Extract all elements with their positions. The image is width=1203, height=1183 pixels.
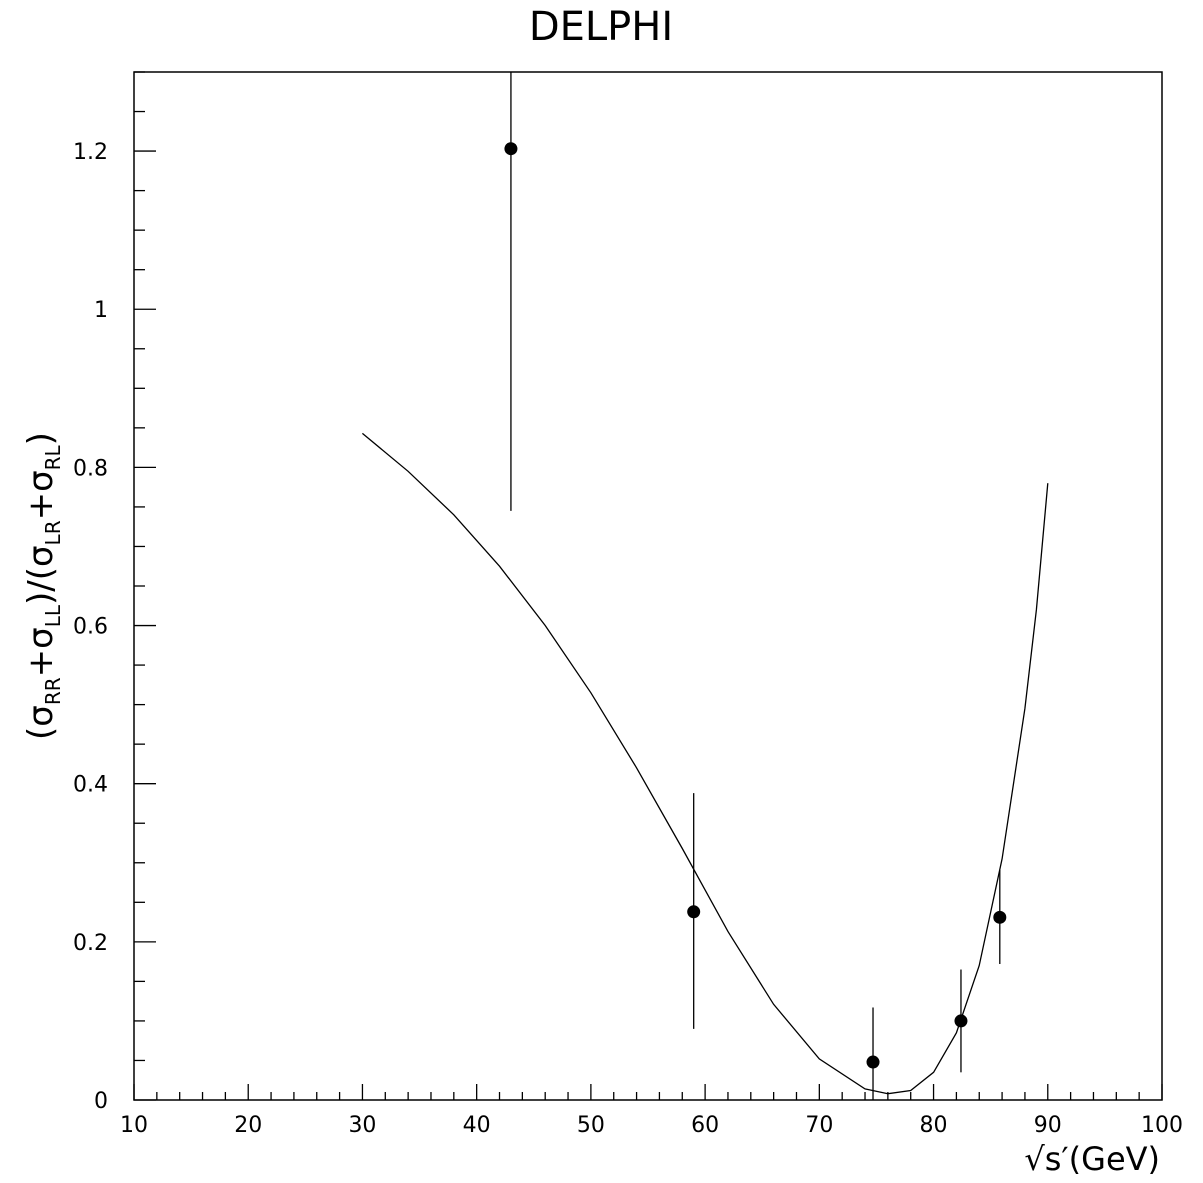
- data-point-group: [866, 1007, 880, 1100]
- y-label-mid: )/(σ: [21, 545, 61, 605]
- y-label-plus-1: +σ: [21, 627, 61, 677]
- x-axis-tick-labels: 10 20 30 40 50 60 70 80 90 100: [120, 1113, 1183, 1138]
- y-tick-label: 0.6: [73, 615, 108, 640]
- x-tick-label: 80: [920, 1113, 948, 1138]
- data-point: [866, 1055, 880, 1069]
- data-point: [687, 905, 701, 919]
- x-axis-ticks: [133, 1084, 1163, 1100]
- y-label-open: (σ: [21, 705, 61, 740]
- data-points: [504, 72, 1007, 1100]
- y-tick-label: 0.4: [73, 773, 108, 798]
- y-tick-label: 0.8: [73, 456, 108, 481]
- y-axis-tick-labels: 0 0.2 0.4 0.6 0.8 1 1.2: [73, 140, 108, 1114]
- data-point-group: [993, 869, 1007, 964]
- x-tick-label: 10: [120, 1113, 148, 1138]
- x-axis-label: √s′(GeV): [1024, 1140, 1160, 1178]
- data-point-group: [687, 793, 701, 1029]
- data-point: [954, 1014, 968, 1028]
- y-axis-label: (σRR+σLL)/(σLR+σRL): [21, 432, 65, 740]
- y-tick-label: 0: [94, 1089, 108, 1114]
- x-tick-label: 30: [348, 1113, 376, 1138]
- x-tick-label: 20: [234, 1113, 262, 1138]
- y-axis-ticks: [134, 71, 156, 1101]
- y-tick-label: 0.2: [73, 931, 108, 956]
- y-label-plus-2: +σ: [21, 470, 61, 520]
- x-tick-label: 60: [691, 1113, 719, 1138]
- plot-frame: [133, 71, 1163, 1101]
- x-tick-label: 50: [577, 1113, 605, 1138]
- data-point-group: [954, 969, 968, 1073]
- fit-curve: [361, 432, 1049, 1095]
- data-point: [504, 142, 518, 156]
- y-label-sub-rl: RL: [41, 444, 65, 470]
- x-tick-label: 90: [1034, 1113, 1062, 1138]
- x-tick-label: 100: [1141, 1113, 1183, 1138]
- y-tick-label: 1: [94, 298, 108, 323]
- data-point-group: [504, 72, 518, 511]
- chart-title: DELPHI: [529, 4, 673, 50]
- y-tick-label: 1.2: [73, 140, 108, 165]
- x-tick-label: 70: [805, 1113, 833, 1138]
- data-point: [993, 910, 1007, 924]
- x-tick-label: 40: [463, 1113, 491, 1138]
- y-label-sub-lr: LR: [41, 520, 65, 545]
- y-label-sub-ll: LL: [41, 604, 65, 627]
- y-label-sub-rr: RR: [41, 677, 65, 705]
- y-label-close: ): [21, 432, 61, 445]
